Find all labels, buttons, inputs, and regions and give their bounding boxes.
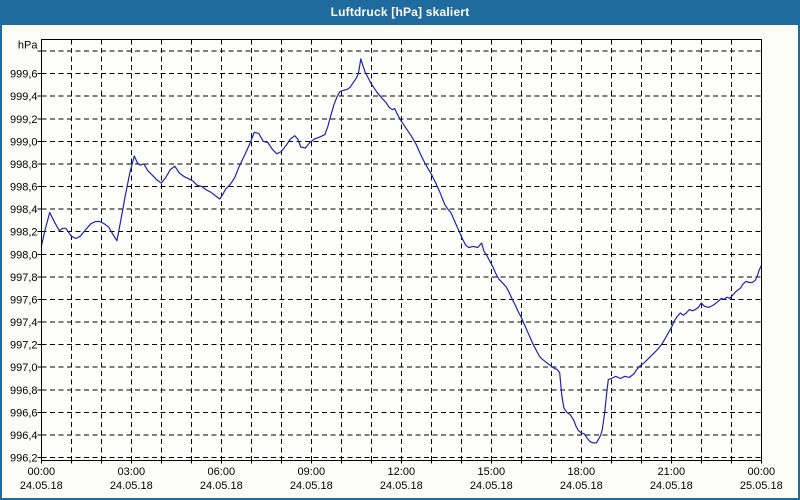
x-tick-date-label: 25.05.18 [740,480,783,492]
x-tick-date-label: 24.05.18 [470,480,513,492]
x-tick-date-label: 24.05.18 [200,480,243,492]
x-tick-time-label: 06:00 [208,466,236,478]
y-tick-label: 996,4 [10,430,38,442]
titlebar: Luftdruck [hPa] skaliert [0,0,800,25]
x-tick-time-label: 18:00 [568,466,596,478]
axis-tick-marks [37,50,762,464]
y-axis-labels: 999,6 999,4 999,2 999,0 998,8 998,6 998,4 998,2… [10,69,38,465]
y-tick-label: 999,4 [10,91,38,103]
x-tick-time-label: 09:00 [298,466,326,478]
y-tick-label: 997,8 [10,272,38,284]
y-tick-label: 998,4 [10,204,38,216]
x-axis-labels: 00:00 24.05.18 03:00 24.05.18 06:00 24.05.18 0… [20,466,783,492]
x-tick-date-label: 24.05.18 [290,480,333,492]
y-tick-label: 998,0 [10,249,38,261]
window-title: Luftdruck [hPa] skaliert [330,5,470,19]
vertical-gridlines [70,39,732,461]
y-tick-label: 998,6 [10,182,38,194]
x-tick-date-label: 24.05.18 [560,480,603,492]
y-tick-label: 999,6 [10,69,38,81]
y-tick-label: 999,2 [10,114,38,126]
y-tick-label: 996,6 [10,407,38,419]
y-tick-label: 996,8 [10,385,38,397]
pressure-polyline [40,58,762,444]
y-tick-label: 997,4 [10,317,38,329]
x-tick-time-label: 21:00 [658,466,686,478]
pressure-series-line [40,58,762,444]
y-tick-label: 999,0 [10,136,38,148]
x-tick-date-label: 24.05.18 [20,480,63,492]
x-tick-date-label: 24.05.18 [650,480,693,492]
plot-border [40,38,762,462]
y-tick-label: 997,0 [10,362,38,374]
y-tick-label: 997,6 [10,294,38,306]
x-tick-time-label: 00:00 [748,466,776,478]
x-tick-time-label: 15:00 [478,466,506,478]
y-tick-label: 998,2 [10,227,38,239]
y-tick-label: 996,2 [10,453,38,465]
y-axis-unit-label: hPa [18,40,38,52]
y-tick-label: 998,8 [10,159,38,171]
x-tick-time-label: 03:00 [118,466,146,478]
y-tick-label: 997,2 [10,340,38,352]
x-tick-date-label: 24.05.18 [110,480,153,492]
x-tick-date-label: 24.05.18 [380,480,423,492]
x-tick-time-label: 00:00 [28,466,56,478]
x-tick-time-label: 12:00 [388,466,416,478]
